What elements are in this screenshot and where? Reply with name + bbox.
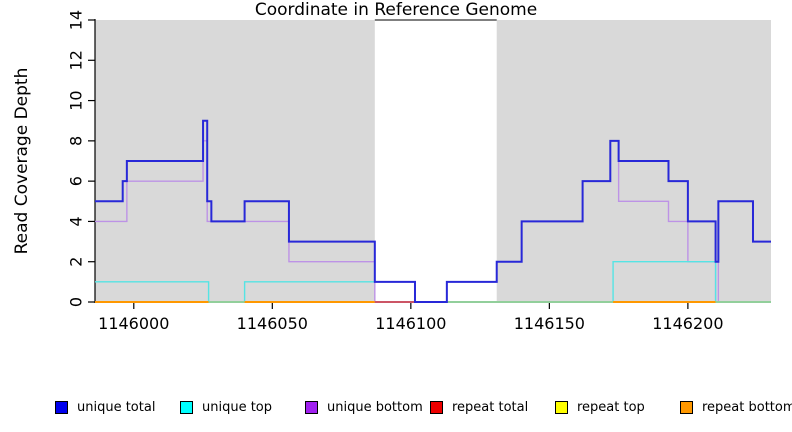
y-tick-label: 2 [67, 257, 86, 267]
legend-item-unique-total: unique total [55, 398, 155, 416]
legend-label: repeat total [452, 399, 529, 415]
legend-label: repeat top [577, 399, 645, 415]
y-tick-label: 4 [67, 216, 86, 226]
legend-label: repeat bottom [702, 399, 792, 415]
legend-swatch-icon [305, 400, 318, 414]
legend-item-repeat-bottom: repeat bottom [680, 398, 792, 416]
y-tick-label: 6 [67, 176, 86, 186]
y-tick-label: 12 [67, 50, 86, 70]
x-tick-label: 1146200 [652, 314, 723, 333]
legend-label: unique top [202, 399, 273, 415]
legend-swatch-icon [55, 400, 68, 414]
legend-swatch-icon [180, 400, 193, 414]
y-axis-title: Read Coverage Depth [12, 67, 32, 255]
y-tick-label: 0 [67, 297, 86, 307]
y-tick-label: 10 [67, 90, 86, 110]
x-tick-label: 1146000 [98, 314, 169, 333]
coverage-plot: 0 2 4 6 8 10 12 14 1146000 1146050 1146100 1146150 1… [67, 10, 771, 333]
legend-item-repeat-total: repeat total [430, 398, 528, 416]
y-tick-label: 8 [67, 136, 86, 146]
legend-item-unique-bottom: unique bottom [305, 398, 423, 416]
legend: unique total unique top unique bottom repea… [0, 398, 792, 418]
x-tick-label: 1146100 [375, 314, 446, 333]
legend-label: unique bottom [327, 399, 423, 415]
legend-item-unique-top: unique top [180, 398, 272, 416]
legend-swatch-icon [680, 400, 693, 414]
legend-swatch-icon [430, 400, 443, 414]
x-tick-label: 1146050 [237, 314, 308, 333]
series-line-unique-total [95, 119, 771, 303]
y-tick-label: 14 [67, 10, 86, 30]
x-axis-title: Coordinate in Reference Genome [254, 0, 538, 20]
legend-swatch-icon [555, 400, 568, 414]
legend-label: unique total [77, 399, 156, 415]
legend-item-repeat-top: repeat top [555, 398, 645, 416]
x-tick-label: 1146150 [514, 314, 585, 333]
